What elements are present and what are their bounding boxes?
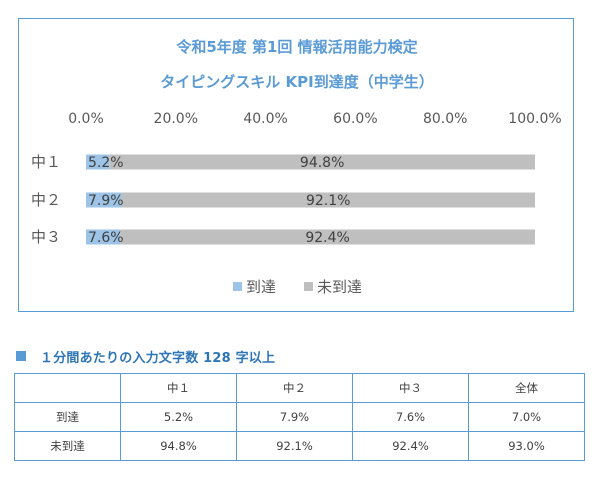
table-cell: 93.0% xyxy=(468,431,585,461)
table-cell: 5.2% xyxy=(120,402,237,432)
data-label-reached: 7.9% xyxy=(88,193,124,209)
legend-label: 到達 xyxy=(246,278,276,296)
table-header-cell: 中２ xyxy=(236,373,353,403)
table-header-cell: 中３ xyxy=(352,373,469,403)
bar-not-reached xyxy=(109,154,536,170)
category-labels: 中１ 中２ 中３ xyxy=(31,153,61,246)
square-bullet-icon xyxy=(16,351,26,361)
bar-not-reached xyxy=(120,229,536,245)
x-tick-label: 0.0% xyxy=(68,111,104,127)
chart-title-line-2: タイピングスキル KPI到達度（中学生） xyxy=(160,73,433,91)
stats-table: 中１ 中２ 中３ 全体 到達 5.2% 7.9% 7.6% 7.0% 未到達 9… xyxy=(14,373,585,461)
legend-swatch xyxy=(304,282,313,291)
data-label-reached: 5.2% xyxy=(88,155,124,171)
data-label-not-reached: 92.4% xyxy=(305,230,349,246)
chart-title-line-1: 令和5年度 第1回 情報活用能力検定 xyxy=(176,38,417,56)
table-cell: 92.4% xyxy=(352,431,469,461)
legend: 到達 未到達 xyxy=(233,278,362,296)
legend-swatch xyxy=(233,282,242,291)
bar-series xyxy=(86,154,536,245)
table-header-corner xyxy=(14,373,121,403)
x-tick-label: 80.0% xyxy=(423,111,467,127)
data-labels: 5.2% 94.8% 7.9% 92.1% 7.6% 92.4% xyxy=(88,155,350,246)
table-header-row: 中１ 中２ 中３ 全体 xyxy=(14,373,585,403)
data-label-not-reached: 94.8% xyxy=(300,155,344,171)
table-row: 到達 5.2% 7.9% 7.6% 7.0% xyxy=(14,402,585,432)
table-cell: 7.9% xyxy=(236,402,353,432)
row-label: 到達 xyxy=(14,402,121,432)
table-header-cell: 中１ xyxy=(120,373,237,403)
x-tick-label: 20.0% xyxy=(154,111,198,127)
table-heading: １分間あたりの入力文字数 128 字以上 xyxy=(16,347,276,366)
legend-label: 未到達 xyxy=(317,278,362,296)
x-tick-label: 100.0% xyxy=(508,111,561,127)
table-heading-text: １分間あたりの入力文字数 128 字以上 xyxy=(40,350,276,366)
bar-not-reached xyxy=(121,192,535,208)
x-axis-ticks: 0.0% 20.0% 40.0% 60.0% 80.0% 100.0% xyxy=(68,111,561,127)
category-label: 中１ xyxy=(31,153,61,171)
bar-reached xyxy=(86,229,121,245)
category-label: 中３ xyxy=(31,228,61,246)
chart-container: 令和5年度 第1回 情報活用能力検定 タイピングスキル KPI到達度（中学生） … xyxy=(18,18,574,312)
x-tick-label: 60.0% xyxy=(333,111,377,127)
chart-svg: 令和5年度 第1回 情報活用能力検定 タイピングスキル KPI到達度（中学生） … xyxy=(31,38,562,296)
table-cell: 7.6% xyxy=(352,402,469,432)
bar-reached xyxy=(86,192,122,208)
table-cell: 94.8% xyxy=(120,431,237,461)
bar-reached xyxy=(86,154,110,170)
category-label: 中２ xyxy=(31,191,61,209)
table-cell: 92.1% xyxy=(236,431,353,461)
data-label-reached: 7.6% xyxy=(88,230,124,246)
table-header-cell: 全体 xyxy=(468,373,585,403)
table-row: 未到達 94.8% 92.1% 92.4% 93.0% xyxy=(14,431,585,461)
data-label-not-reached: 92.1% xyxy=(306,193,350,209)
row-label: 未到達 xyxy=(14,431,121,461)
x-tick-label: 40.0% xyxy=(243,111,287,127)
table-cell: 7.0% xyxy=(468,402,585,432)
